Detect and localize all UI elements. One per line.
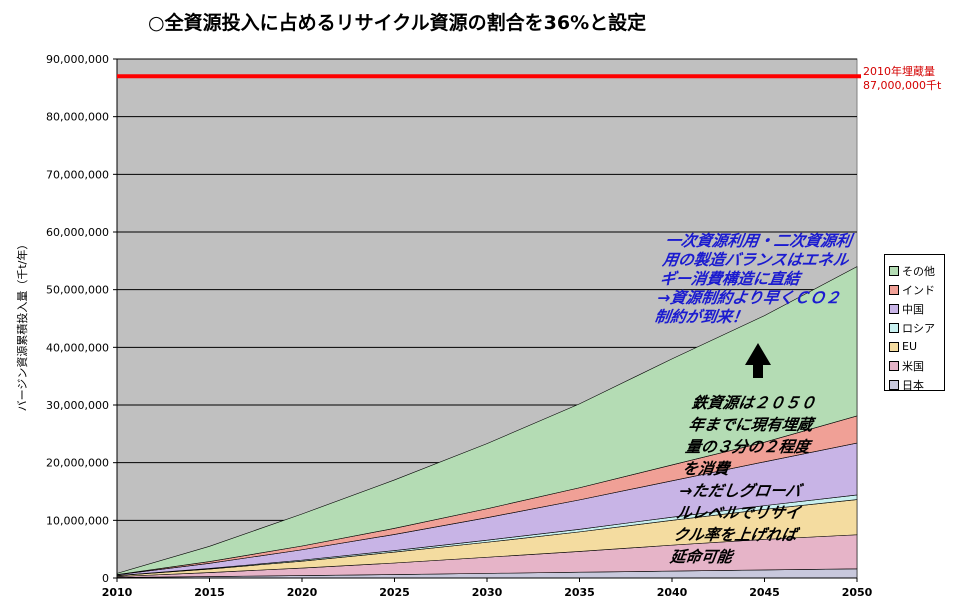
y-tick-label: 20,000,000	[46, 457, 109, 470]
legend-swatch	[889, 322, 899, 333]
legend-swatch	[889, 265, 899, 276]
annotation-line: 鉄資源は２０５０	[690, 394, 818, 412]
legend-swatch	[889, 303, 899, 314]
annotation-line: ルレベルでリサイ	[675, 504, 802, 522]
legend-swatch	[889, 360, 899, 371]
annotation-line: 制約が到来！	[653, 308, 750, 326]
annotation-line: 一次資源利用・二次資源利	[664, 232, 853, 250]
reference-line-value-label: 87,000,000千t	[863, 79, 942, 92]
x-tick-label: 2025	[379, 586, 410, 599]
area-series-その他	[116, 266, 858, 575]
y-tick-label: 60,000,000	[46, 226, 109, 239]
annotation-line: →資源制約より早くＣＯ２	[656, 289, 842, 307]
y-tick-label: 0	[102, 572, 109, 585]
annotation-line: ギー消費構造に直結	[658, 270, 801, 288]
legend-item-EU: EU	[889, 337, 944, 356]
x-tick-label: 2040	[657, 586, 688, 599]
annotation-line: 用の製造バランスはエネル	[661, 251, 850, 269]
annotation-line: 量の３分の２程度	[684, 438, 811, 456]
y-tick-label: 40,000,000	[46, 341, 109, 354]
legend-swatch	[889, 284, 899, 295]
x-tick-label: 2010	[102, 586, 133, 599]
legend-item-米国: 米国	[889, 356, 944, 375]
annotation-iron-resource: 鉄資源は２０５０ 年までに現有埋蔵 量の３分の２程度 を消費 →ただしグローバ …	[669, 392, 854, 568]
legend-item-インド: インド	[889, 280, 944, 299]
legend-item-ロシア: ロシア	[889, 318, 944, 337]
y-tick-label: 30,000,000	[46, 399, 109, 412]
arrow-up-icon	[745, 343, 771, 378]
annotation-line: を消費	[681, 460, 731, 478]
chart-title: ○全資源投入に占めるリサイクル資源の割合を36%と設定	[148, 12, 647, 34]
y-tick-label: 90,000,000	[46, 53, 109, 66]
x-tick-label: 2045	[749, 586, 780, 599]
annotation-line: →ただしグローバ	[678, 482, 803, 500]
legend: その他 インド 中国 ロシア EU 米国 日本	[884, 254, 945, 394]
annotation-line: クル率を上げれば	[672, 526, 799, 544]
annotation-line: 延命可能	[668, 548, 734, 566]
reference-line-label: 2010年埋蔵量	[863, 65, 935, 78]
y-tick-label: 50,000,000	[46, 284, 109, 297]
y-tick-label: 70,000,000	[46, 168, 109, 181]
legend-swatch	[889, 341, 899, 352]
y-tick-label: 80,000,000	[46, 111, 109, 124]
annotation-energy-balance: 一次資源利用・二次資源利 用の製造バランスはエネル ギー消費構造に直結 →資源制…	[653, 232, 871, 327]
x-tick-label: 2050	[842, 586, 873, 599]
y-axis-label: バージン資源累積投入量（千t/年）	[16, 238, 29, 412]
x-tick-label: 2020	[287, 586, 318, 599]
legend-swatch	[889, 379, 899, 390]
legend-item-日本: 日本	[889, 375, 944, 394]
x-tick-label: 2035	[564, 586, 595, 599]
y-tick-label: 10,000,000	[46, 514, 109, 527]
annotation-line: 年までに現有埋蔵	[687, 416, 815, 434]
legend-item-中国: 中国	[889, 299, 944, 318]
x-tick-label: 2030	[472, 586, 503, 599]
x-tick-label: 2015	[194, 586, 225, 599]
legend-item-その他: その他	[889, 261, 944, 280]
